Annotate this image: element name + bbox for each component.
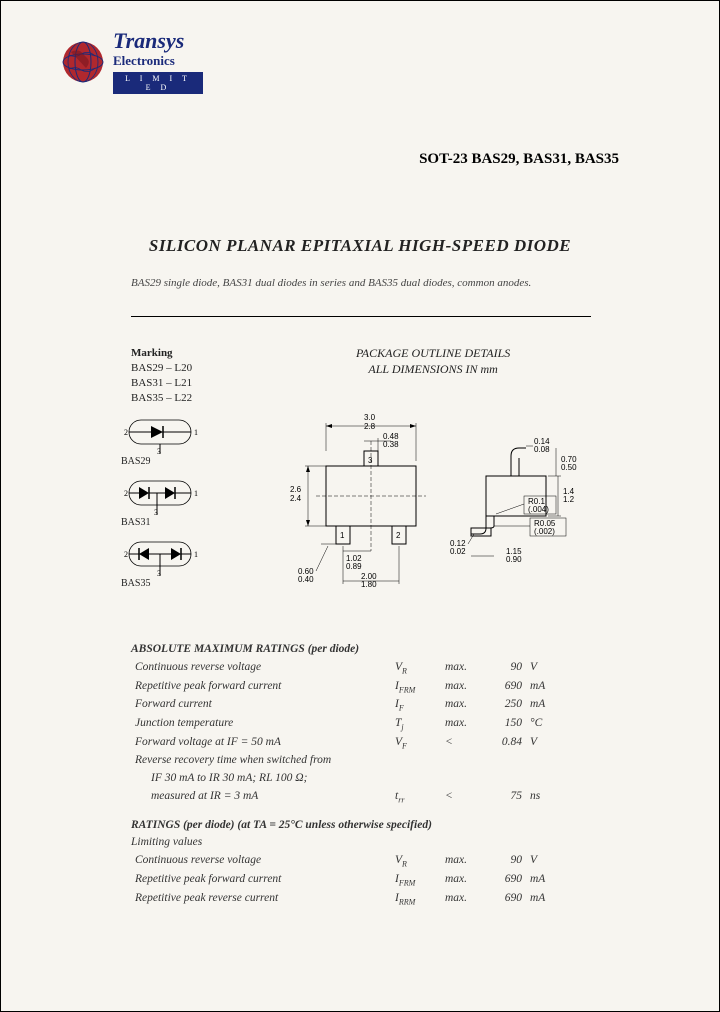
svg-text:2: 2: [124, 489, 128, 498]
svg-text:1: 1: [194, 489, 198, 498]
svg-text:3: 3: [154, 508, 158, 515]
document-subtitle: BAS29 single diode, BAS31 dual diodes in…: [131, 277, 531, 289]
svg-text:2.4: 2.4: [290, 494, 302, 503]
package-outline-drawing: 3 1 2 3.0 2.8 0.48 0.38 2.6 2.4: [286, 396, 606, 601]
table-row: Repetitive peak reverse currentIRRMmax.6…: [131, 890, 556, 909]
svg-text:3.0: 3.0: [364, 413, 376, 422]
svg-text:1: 1: [340, 531, 345, 540]
svg-text:3: 3: [157, 569, 161, 576]
marking-section: Marking BAS29 – L20 BAS31 – L21 BAS35 – …: [131, 346, 192, 405]
svg-text:0.89: 0.89: [346, 562, 362, 571]
logo-subtitle: Electronics: [113, 53, 203, 69]
table-row: Repetitive peak forward currentIFRMmax.6…: [131, 678, 556, 697]
svg-text:1: 1: [194, 550, 198, 559]
symbol-label: BAS35: [121, 578, 201, 589]
marking-line: BAS35 – L22: [131, 391, 192, 406]
table-row: Forward voltage at IF = 50 mAVF<0.84V: [131, 734, 556, 753]
table-row: Continuous reverse voltageVRmax.90V: [131, 852, 556, 871]
bas31-symbol: 2 1 3: [121, 477, 201, 515]
svg-text:0.38: 0.38: [383, 440, 399, 449]
svg-text:0.08: 0.08: [534, 445, 550, 454]
package-outline-heading: PACKAGE OUTLINE DETAILS ALL DIMENSIONS I…: [356, 346, 510, 377]
svg-text:(.002): (.002): [534, 527, 555, 536]
part-number-header: SOT-23 BAS29, BAS31, BAS35: [419, 151, 619, 168]
divider: [131, 316, 591, 317]
svg-text:0.02: 0.02: [450, 547, 466, 556]
svg-text:1.80: 1.80: [361, 580, 377, 589]
table-row: Forward currentIFmax.250mA: [131, 696, 556, 715]
marking-heading: Marking: [131, 346, 192, 361]
svg-text:1: 1: [194, 428, 198, 437]
table-row: Repetitive peak forward currentIFRMmax.6…: [131, 871, 556, 890]
table-row: Reverse recovery time when switched from: [131, 752, 556, 770]
svg-text:2.8: 2.8: [364, 422, 376, 431]
svg-text:2: 2: [396, 531, 401, 540]
svg-text:0.40: 0.40: [298, 575, 314, 584]
svg-text:2: 2: [124, 428, 128, 437]
svg-text:0.90: 0.90: [506, 555, 522, 564]
bas29-symbol: 2 1 3: [121, 416, 201, 454]
table-row: measured at IR = 3 mAtrr<75ns: [131, 788, 556, 807]
ratings-heading: ABSOLUTE MAXIMUM RATINGS (per diode): [131, 641, 556, 659]
svg-text:3: 3: [368, 456, 373, 465]
ratings-sub: Limiting values: [131, 834, 556, 852]
svg-text:1.2: 1.2: [563, 495, 575, 504]
bas35-symbol: 2 1 3: [121, 538, 201, 576]
logo-limited-badge: L I M I T E D: [113, 72, 203, 94]
table-row: Junction temperatureTjmax.150°C: [131, 715, 556, 734]
document-title: SILICON PLANAR EPITAXIAL HIGH-SPEED DIOD…: [1, 236, 719, 256]
svg-text:2.6: 2.6: [290, 485, 302, 494]
symbol-label: BAS31: [121, 517, 201, 528]
company-logo: Transys Electronics L I M I T E D: [61, 31, 203, 94]
marking-line: BAS31 – L21: [131, 376, 192, 391]
table-row: Continuous reverse voltageVRmax.90V: [131, 659, 556, 678]
symbol-label: BAS29: [121, 456, 201, 467]
marking-line: BAS29 – L20: [131, 361, 192, 376]
svg-text:0.50: 0.50: [561, 463, 577, 472]
svg-text:(.004): (.004): [528, 505, 549, 514]
svg-text:2: 2: [124, 550, 128, 559]
table-row: IF 30 mA to IR 30 mA; RL 100 Ω;: [131, 770, 556, 788]
logo-company-name: Transys: [113, 31, 203, 52]
ratings-table: Continuous reverse voltageVRmax.90V Repe…: [131, 659, 556, 807]
svg-text:3: 3: [157, 447, 161, 454]
globe-icon: [61, 40, 105, 84]
ratings-heading-2: RATINGS (per diode) (at TA = 25°C unless…: [131, 817, 556, 835]
ratings-section: ABSOLUTE MAXIMUM RATINGS (per diode) Con…: [131, 641, 556, 908]
ratings-table-2: Continuous reverse voltageVRmax.90V Repe…: [131, 852, 556, 908]
circuit-symbols: 2 1 3 BAS29 2 1 3 BAS31: [121, 416, 201, 589]
